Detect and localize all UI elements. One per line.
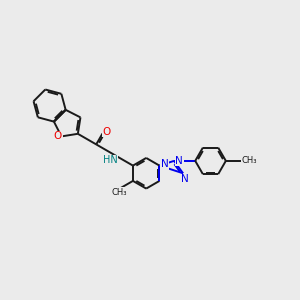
Text: O: O [54, 131, 62, 141]
Text: O: O [102, 127, 110, 137]
Text: CH₃: CH₃ [241, 156, 257, 165]
Text: HN: HN [103, 155, 118, 165]
Text: N: N [161, 159, 169, 170]
Text: N: N [181, 174, 188, 184]
Text: N: N [176, 156, 183, 166]
Text: CH₃: CH₃ [111, 188, 127, 197]
